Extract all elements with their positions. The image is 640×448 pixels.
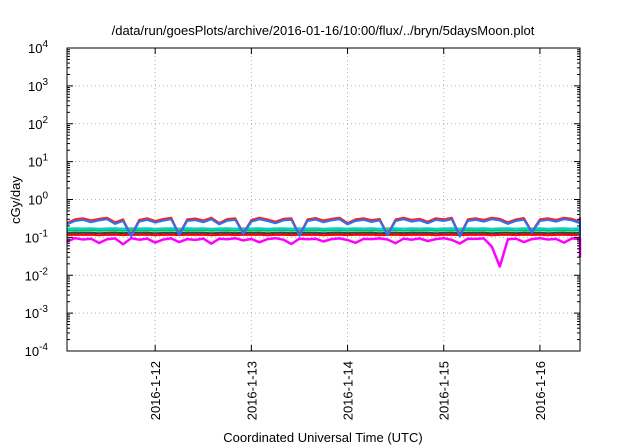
- y-tick-label: 101: [28, 153, 48, 170]
- y-tick-label: 10-1: [25, 228, 49, 245]
- y-tick-label: 100: [28, 191, 48, 208]
- series-line-2: [66, 233, 581, 237]
- x-tick-label: 2016-1-12: [148, 361, 163, 420]
- tick-layer: [67, 47, 580, 352]
- y-tick-labels: 10-4 10-3 10-2 10-1 100 101 102 103 104: [25, 39, 49, 359]
- x-tick-label: 2016-1-15: [437, 361, 452, 420]
- x-tick-label: 2016-1-16: [533, 361, 548, 420]
- series-line-3: [66, 231, 581, 235]
- y-axis-label: cGy/day: [8, 176, 23, 224]
- y-tick-label: 10-2: [25, 266, 49, 283]
- y-tick-label: 10-4: [25, 342, 49, 359]
- x-tick-label: 2016-1-14: [341, 361, 356, 420]
- grid-layer: [67, 48, 580, 351]
- series-layer: [66, 216, 582, 268]
- series-line-5: [66, 227, 581, 230]
- series-line-4: [66, 229, 581, 232]
- y-tick-label: 104: [28, 39, 48, 56]
- series-line-1: [66, 236, 582, 268]
- x-tick-labels: 2016-1-12 2016-1-13 2016-1-14 2016-1-15 2016…: [148, 361, 548, 420]
- y-tick-label: 102: [28, 115, 48, 132]
- y-tick-label: 10-3: [25, 304, 49, 321]
- x-tick-label: 2016-1-13: [244, 361, 259, 420]
- y-tick-label: 103: [28, 77, 48, 94]
- chart-title: /data/run/goesPlots/archive/2016-01-16/1…: [112, 23, 535, 38]
- x-axis-label: Coordinated Universal Time (UTC): [223, 430, 422, 445]
